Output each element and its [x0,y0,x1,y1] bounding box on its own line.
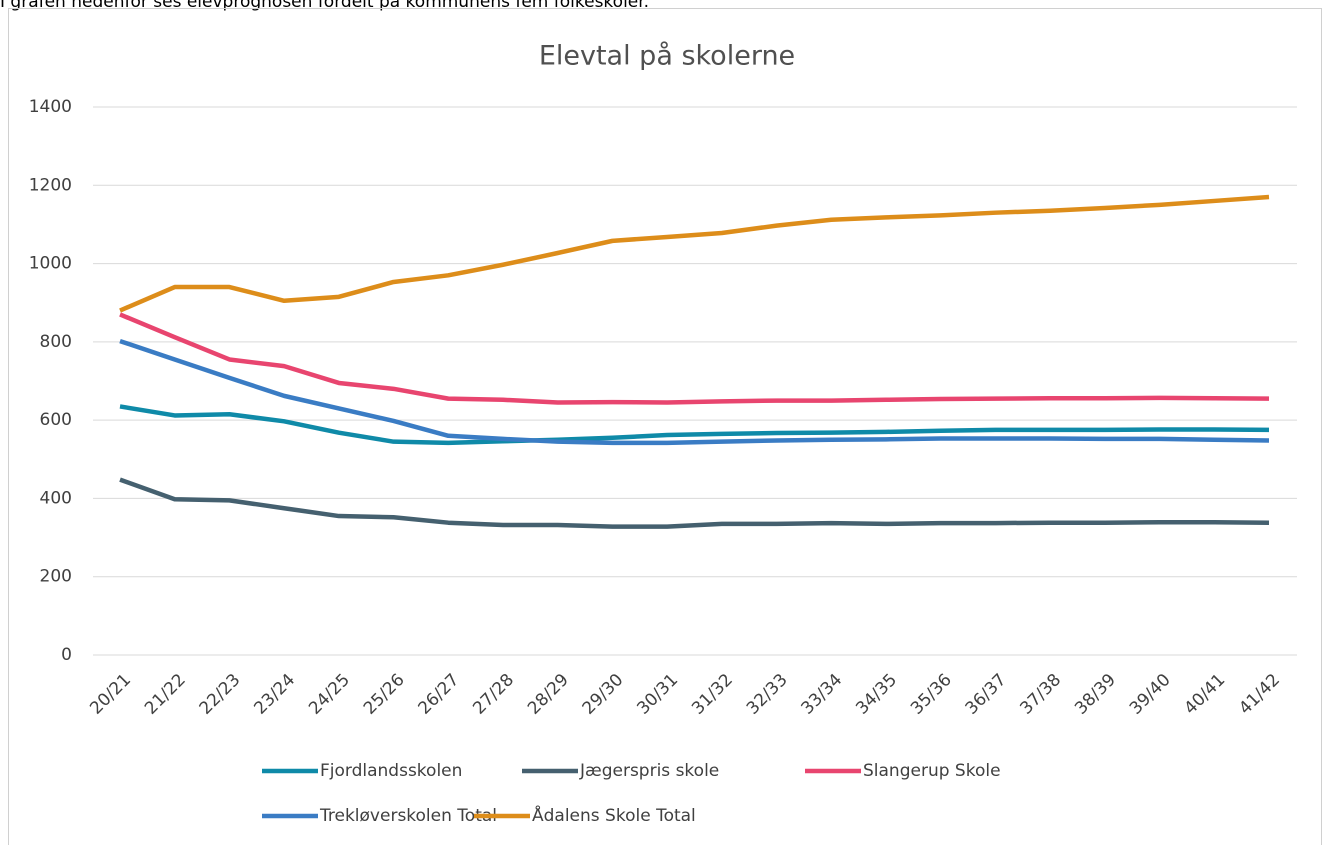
x-tick-label: 40/41 [1181,670,1230,719]
x-tick-label: 33/34 [798,670,847,719]
series-line [119,338,1270,446]
x-tick-label: 25/26 [360,670,409,719]
x-tick-label: 31/32 [688,670,737,719]
x-tick-label: 27/28 [469,670,518,719]
x-tick-label: 20/21 [86,670,135,719]
legend-label: Jægerspris skole [579,761,719,781]
y-tick-label: 1400 [29,97,72,117]
x-tick-label: 36/37 [962,670,1011,719]
y-tick-label: 200 [40,567,72,587]
chart-border [8,8,1322,845]
legend-label: Fjordlandsskolen [320,761,462,781]
x-tick-label: 29/30 [579,670,628,719]
y-tick-label: 0 [61,645,72,665]
series-line [119,312,1270,405]
x-tick-label: 26/27 [415,670,464,719]
series-line [119,404,1270,446]
legend-label: Ådalens Skole Total [532,804,696,826]
x-tick-label: 22/23 [196,670,245,719]
x-tick-label: 41/42 [1235,670,1284,719]
y-tick-label: 600 [40,410,72,430]
x-tick-label: 30/31 [633,670,682,719]
x-tick-label: 37/38 [1016,670,1065,719]
x-tick-label: 39/40 [1126,670,1175,719]
x-tick-label: 24/25 [305,670,354,719]
intro-text: I grafen nedenfor ses elevprognosen ford… [0,0,649,12]
chart-title: Elevtal på skolerne [539,41,795,72]
series-line [119,194,1270,313]
y-tick-label: 400 [40,488,72,508]
y-tick-label: 1200 [29,175,72,195]
x-tick-label: 21/22 [141,670,190,719]
legend-label: Slangerup Skole [863,761,1001,781]
x-tick-label: 23/24 [250,670,299,719]
x-tick-label: 35/36 [907,670,956,719]
series-line [119,477,1270,529]
y-tick-label: 800 [40,332,72,352]
x-tick-label: 38/39 [1071,670,1120,719]
x-tick-label: 28/29 [524,670,573,719]
x-tick-label: 34/35 [852,670,901,719]
y-tick-label: 1000 [29,254,72,274]
x-tick-label: 32/33 [743,670,792,719]
legend-label: Trekløverskolen Total [319,806,497,826]
